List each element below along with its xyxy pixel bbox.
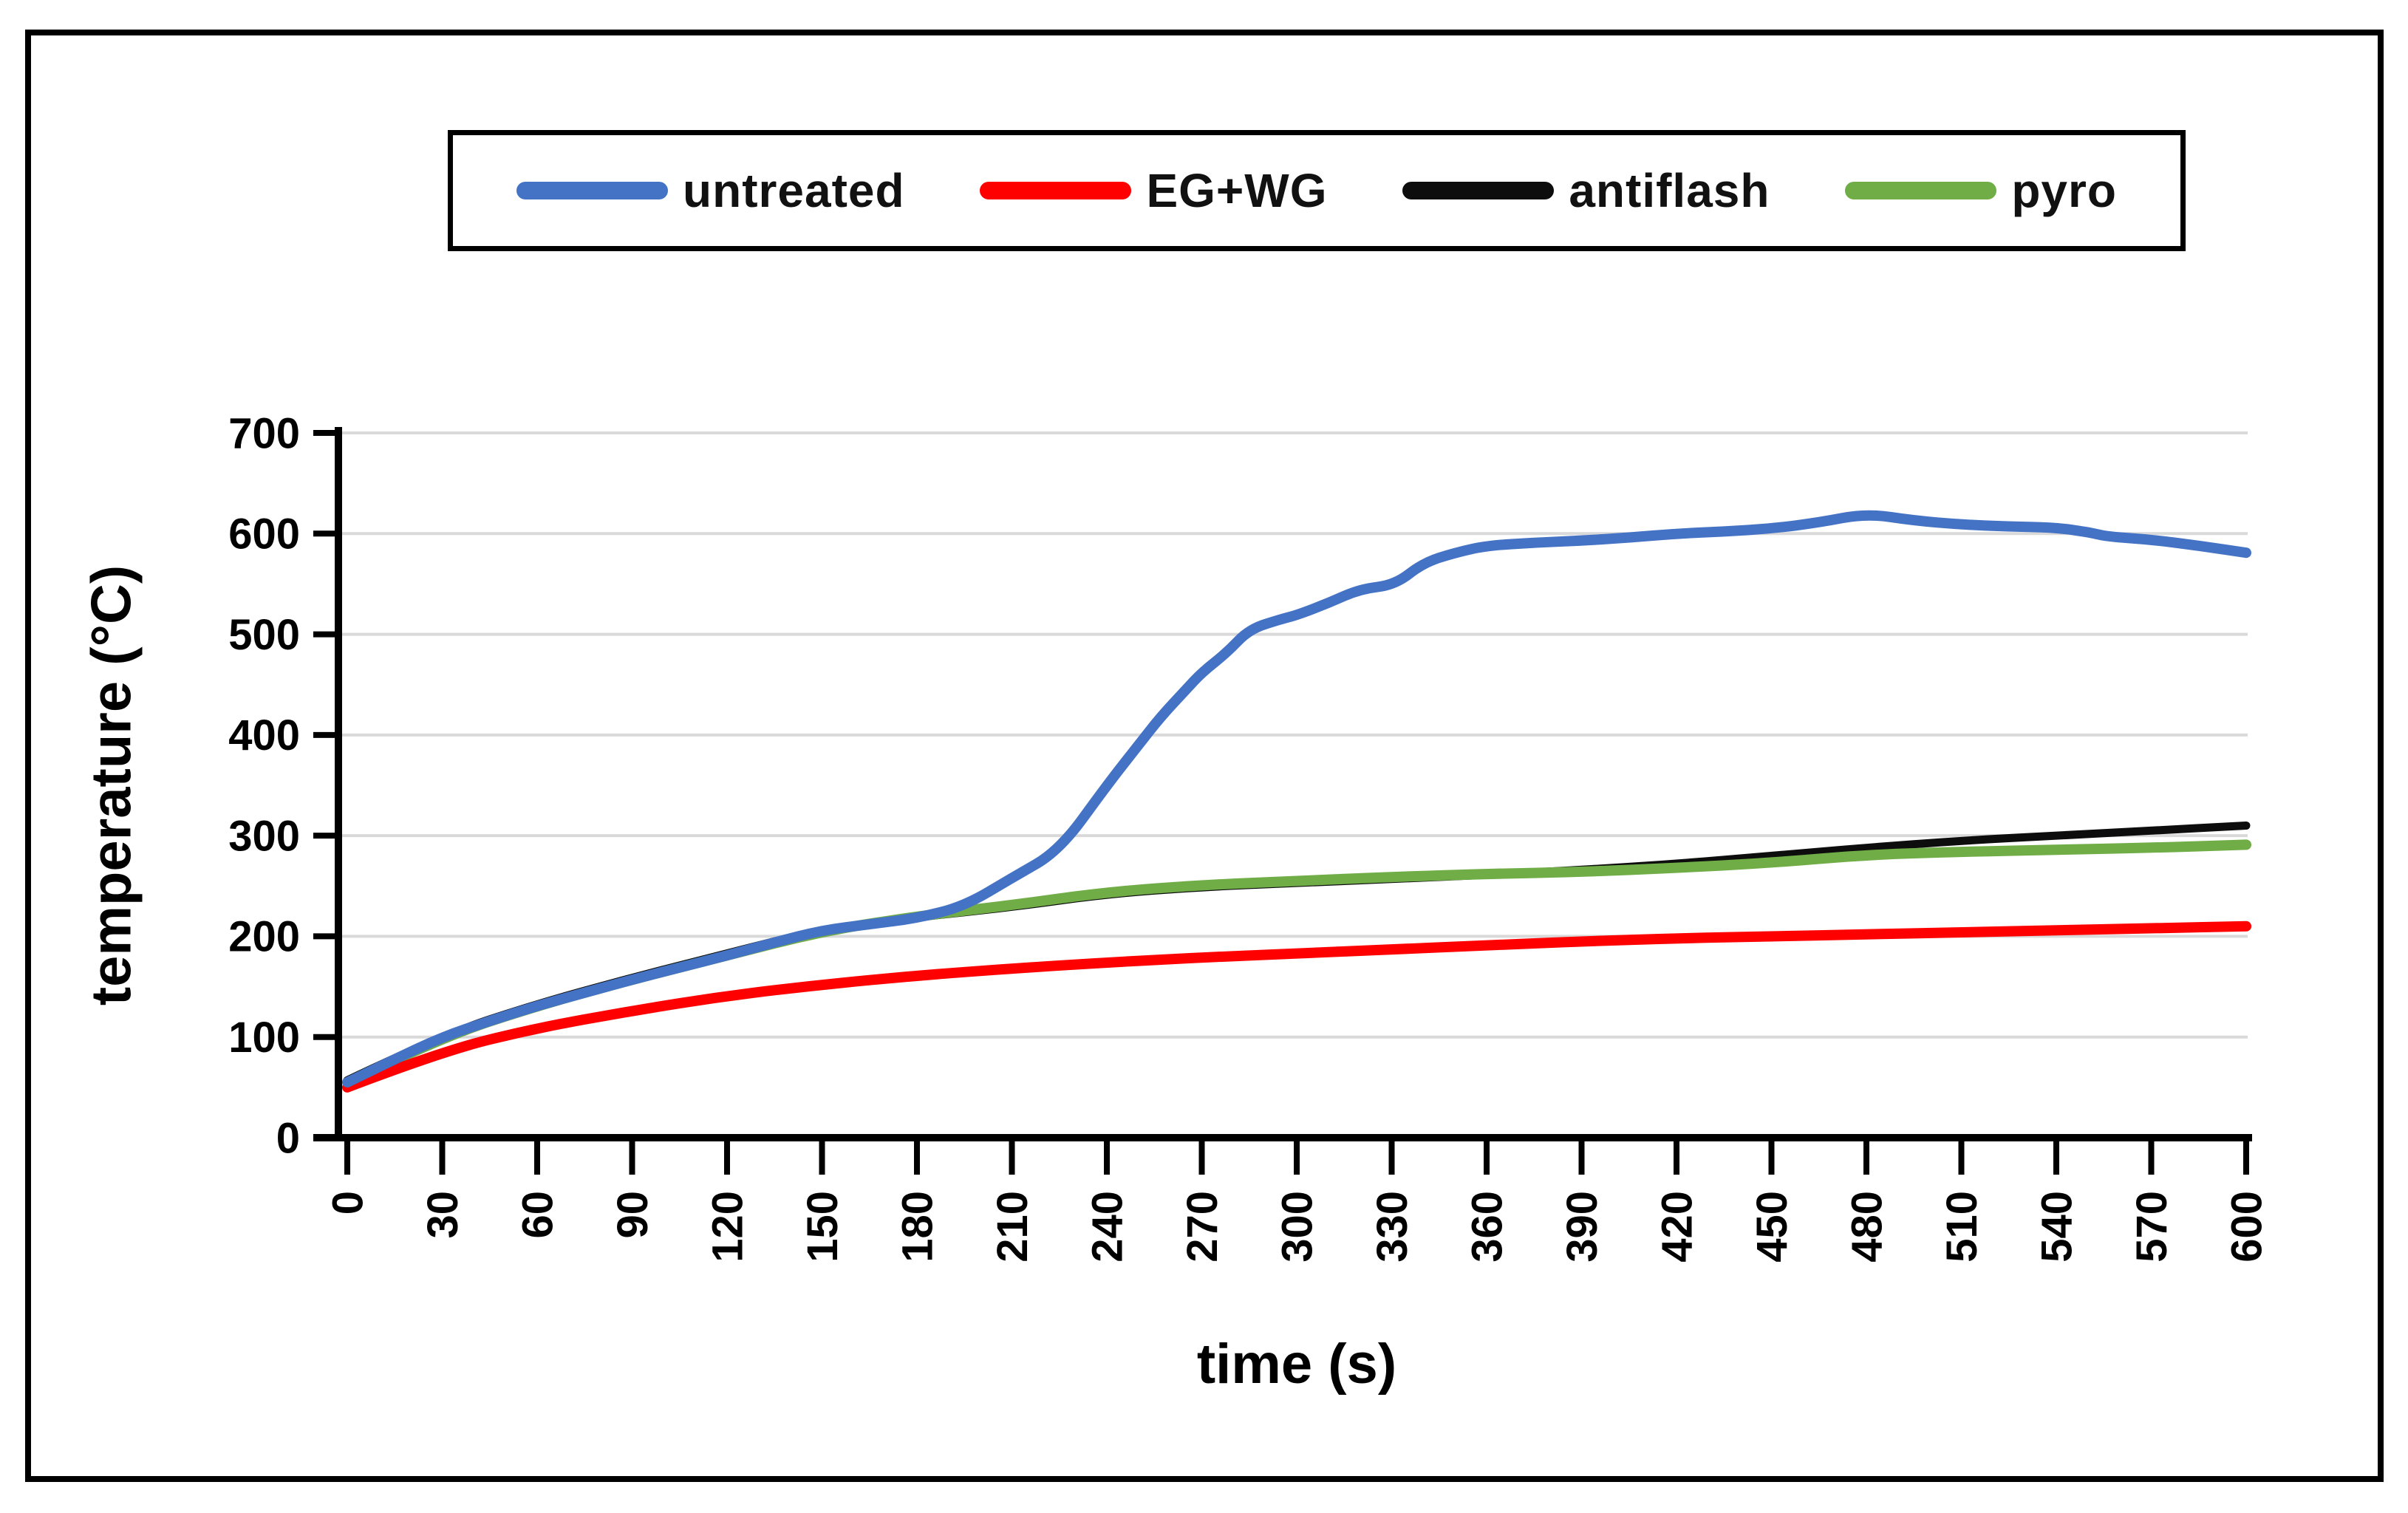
x-tick-label: 510 [1938, 1191, 1986, 1263]
x-tick-label: 300 [1273, 1191, 1321, 1263]
legend-swatch-untreated [516, 182, 668, 199]
x-tick-label: 240 [1083, 1191, 1131, 1263]
x-tick-label: 390 [1558, 1191, 1606, 1263]
x-tick-label: 180 [893, 1191, 941, 1263]
legend-item-untreated: untreated [516, 163, 905, 218]
x-axis-title: time (s) [1197, 1333, 1396, 1396]
series-line-eg-wg [342, 921, 2251, 1093]
x-tick-label: 120 [703, 1191, 751, 1263]
x-tick-label: 420 [1653, 1191, 1701, 1263]
y-tick-label: 600 [228, 510, 300, 559]
x-tick-label: 570 [2128, 1191, 2176, 1263]
figure-border [25, 30, 2384, 1482]
x-tick-label: 60 [514, 1191, 562, 1239]
legend-item-antiflash: antiflash [1402, 163, 1770, 218]
y-tick-label: 200 [228, 913, 300, 961]
legend-label-untreated: untreated [683, 164, 905, 217]
y-tick-label: 700 [228, 409, 300, 457]
legend-label-antiflash: antiflash [1569, 164, 1770, 217]
x-tick-label: 330 [1368, 1191, 1416, 1263]
x-tick-label: 450 [1748, 1191, 1796, 1263]
legend-item-egwg: EG+WG [980, 163, 1327, 218]
y-axis-title: temperature (°C) [81, 565, 143, 1005]
legend-item-pyro: pyro [1845, 163, 2117, 218]
x-tick-label: 150 [799, 1191, 847, 1263]
x-tick-label: 0 [324, 1191, 372, 1215]
y-tick-label: 300 [228, 812, 300, 860]
series-line-pyro [342, 839, 2251, 1088]
x-tick-label: 540 [2033, 1191, 2081, 1263]
x-tick-label: 360 [1463, 1191, 1511, 1263]
y-tick-label: 0 [276, 1114, 300, 1162]
legend-label-pyro: pyro [2011, 164, 2117, 217]
legend-swatch-antiflash [1402, 182, 1555, 199]
legend: untreated EG+WG antiflash pyro [448, 130, 2186, 251]
x-tick-label: 30 [419, 1191, 467, 1239]
x-tick-label: 600 [2223, 1191, 2271, 1263]
legend-swatch-egwg [980, 182, 1132, 199]
y-tick-label: 500 [228, 611, 300, 659]
x-tick-label: 90 [609, 1191, 657, 1239]
x-tick-label: 210 [989, 1191, 1037, 1263]
y-tick-label: 400 [228, 711, 300, 759]
series-line-untreated [342, 510, 2251, 1088]
legend-swatch-pyro [1845, 182, 1997, 199]
y-tick-label: 100 [228, 1014, 300, 1062]
x-tick-label: 480 [1843, 1191, 1891, 1263]
legend-label-egwg: EG+WG [1146, 164, 1328, 217]
x-tick-label: 270 [1179, 1191, 1227, 1263]
